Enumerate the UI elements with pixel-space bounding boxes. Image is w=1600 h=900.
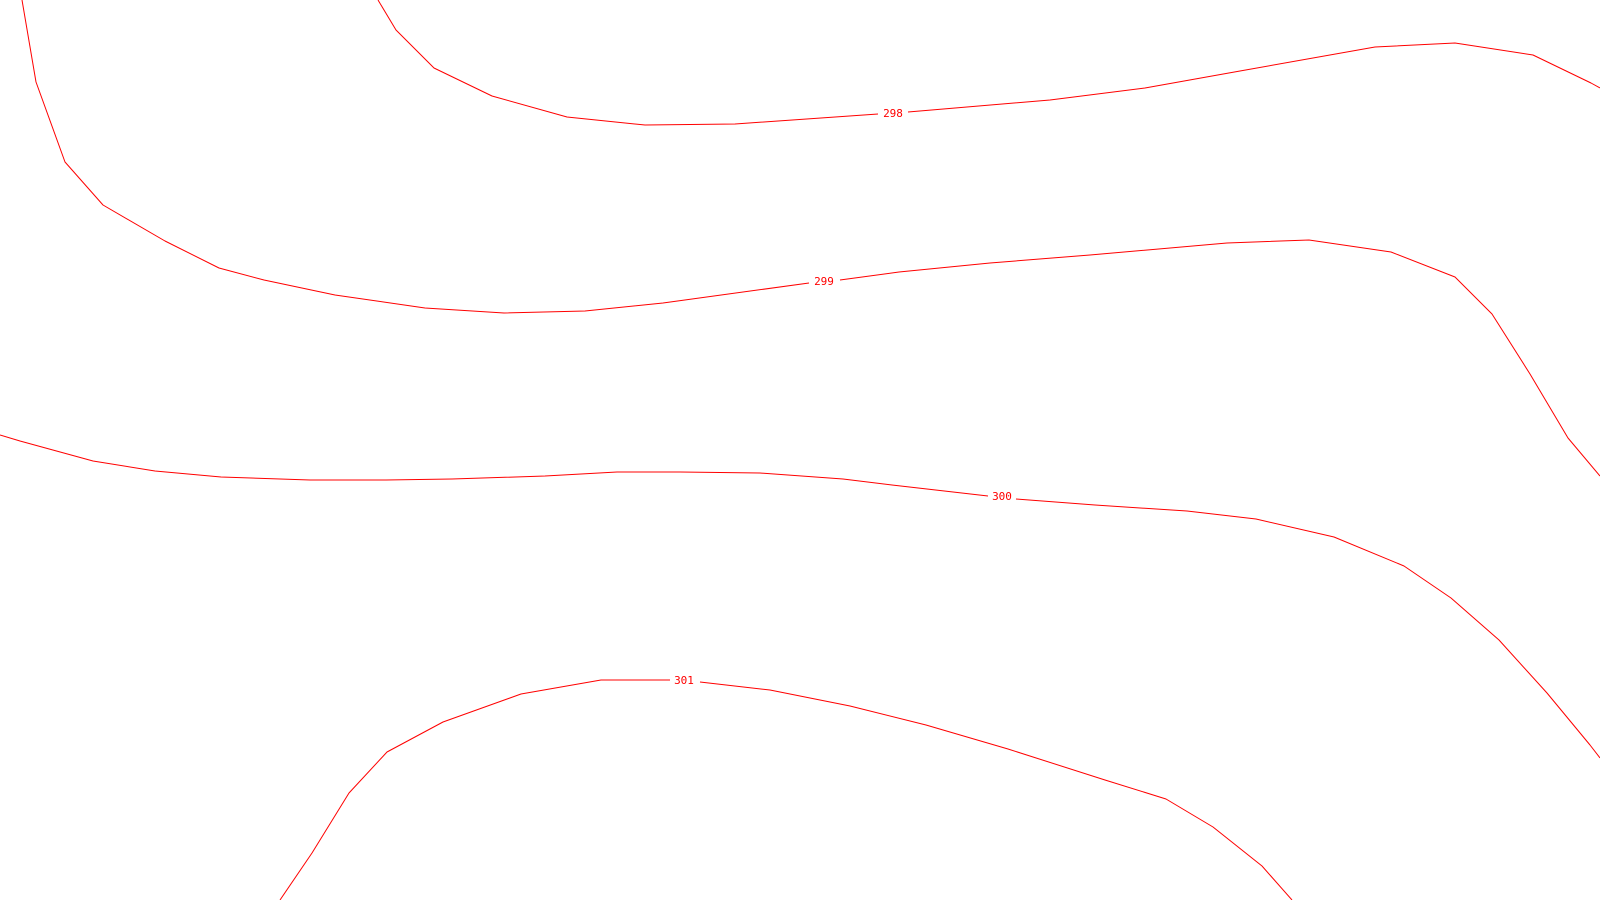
contour-line-301-left (279, 679, 670, 900)
contour-line-298-left (377, 0, 879, 126)
contour-300: 300 (0, 434, 1600, 759)
contour-line-300-right (1015, 498, 1600, 759)
contour-line-300-left (0, 434, 989, 497)
contour-301: 301 (279, 674, 1293, 900)
contour-line-301-right (699, 681, 1293, 900)
contour-label-300: 300 (992, 490, 1012, 503)
contour-label-299: 299 (814, 275, 834, 288)
contour-line-299-right (839, 239, 1600, 477)
contour-label-298: 298 (883, 107, 903, 120)
contour-label-301: 301 (674, 674, 694, 687)
contour-298: 298 (377, 0, 1600, 126)
contour-line-298-right (907, 42, 1600, 113)
contour-line-299-left (21, 0, 810, 314)
contour-299: 299 (21, 0, 1600, 477)
